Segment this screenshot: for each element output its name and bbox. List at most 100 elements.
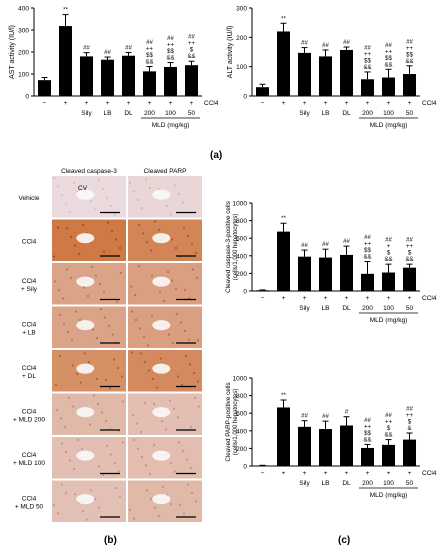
cell-nucleus bbox=[167, 333, 171, 336]
cell-nucleus bbox=[173, 470, 177, 473]
chart2-category-label: 200 bbox=[362, 305, 373, 312]
chart0-significance-label: && bbox=[187, 54, 195, 60]
cell-nucleus bbox=[104, 419, 108, 423]
cell-nucleus bbox=[178, 503, 182, 507]
cell-nucleus bbox=[149, 497, 153, 501]
central-vein bbox=[152, 450, 171, 461]
cell-nucleus bbox=[181, 449, 185, 453]
cell-nucleus bbox=[182, 226, 186, 229]
cell-nucleus bbox=[187, 338, 191, 341]
chart2-ccl4-mark: + bbox=[282, 295, 286, 302]
cell-nucleus bbox=[73, 492, 77, 496]
cell-nucleus bbox=[158, 291, 162, 294]
cell-nucleus bbox=[155, 386, 159, 389]
chart0-significance-label: $$ bbox=[146, 53, 153, 59]
chart1-group-label: MLD (mg/kg) bbox=[370, 122, 408, 129]
central-vein bbox=[152, 363, 171, 374]
cell-nucleus bbox=[196, 380, 200, 383]
cell-nucleus bbox=[67, 396, 71, 400]
chart2-ccl4-mark: + bbox=[324, 295, 328, 302]
chart1-ytick-label: 0 bbox=[243, 94, 247, 101]
cell-nucleus bbox=[164, 428, 168, 431]
chart3-significance-label: # bbox=[345, 410, 349, 416]
cell-nucleus bbox=[89, 199, 93, 203]
chart0-category-label: DL bbox=[124, 110, 133, 117]
chart2-category-label: 100 bbox=[383, 305, 394, 312]
row-label: + DL bbox=[22, 373, 36, 380]
chart0-ylabel: AST activity (IU/l) bbox=[9, 25, 16, 79]
cell-nucleus bbox=[137, 264, 141, 268]
central-vein bbox=[76, 233, 95, 244]
cell-nucleus bbox=[69, 235, 73, 239]
cell-nucleus bbox=[71, 364, 75, 367]
chart2-significance-label: ++ bbox=[406, 244, 414, 250]
cell-nucleus bbox=[195, 276, 199, 280]
cell-nucleus bbox=[129, 285, 133, 288]
cell-nucleus bbox=[93, 208, 97, 211]
cell-nucleus bbox=[130, 310, 134, 313]
cell-nucleus bbox=[175, 312, 179, 316]
chart2-significance-label: $$ bbox=[364, 248, 371, 254]
cell-nucleus bbox=[81, 223, 85, 227]
cell-nucleus bbox=[58, 313, 62, 317]
cell-nucleus bbox=[109, 204, 113, 208]
cell-nucleus bbox=[57, 288, 61, 292]
chart3-ccl4-mark: + bbox=[282, 470, 286, 477]
cell-nucleus bbox=[181, 201, 185, 204]
chart2-significance-label: + bbox=[387, 244, 391, 250]
chart0-ytick-label: 0 bbox=[25, 94, 29, 101]
micrograph-grid: Cleaved caspase-3 Cleaved PARP Vehicle CCl4… bbox=[13, 168, 202, 522]
chart2-bar bbox=[402, 267, 417, 291]
chart2-ytick-label: 600 bbox=[236, 236, 247, 243]
cell-nucleus bbox=[168, 399, 172, 402]
chart3-ccl4-label: CCl4 bbox=[422, 470, 437, 477]
cell-nucleus bbox=[128, 508, 132, 512]
row-label: CCl4 bbox=[22, 278, 37, 285]
ast-chart: 0 100 200 300 400 AST activity (IU/l) − ** + ## + S… bbox=[9, 6, 218, 130]
cell-nucleus bbox=[184, 354, 188, 358]
cell-nucleus bbox=[60, 483, 64, 486]
chart0-significance-label: ++ bbox=[188, 41, 196, 47]
cell-nucleus bbox=[56, 185, 60, 188]
cell-nucleus bbox=[177, 192, 181, 196]
chart2-category-label: 50 bbox=[406, 305, 414, 312]
cell-nucleus bbox=[53, 280, 57, 283]
cell-nucleus bbox=[145, 489, 149, 492]
cell-nucleus bbox=[103, 316, 107, 319]
chart3-ccl4-mark: + bbox=[408, 470, 412, 477]
chart2-ytick-label: 800 bbox=[236, 218, 247, 225]
central-vein bbox=[76, 494, 95, 505]
cell-nucleus bbox=[150, 315, 154, 318]
chart0-significance-label: ## bbox=[167, 36, 174, 42]
central-vein bbox=[152, 494, 171, 505]
cell-nucleus bbox=[94, 274, 98, 277]
chart2-ylabel-unit: (cells/1,000 hepatocytes) bbox=[233, 214, 239, 281]
chart3-significance-label: ** bbox=[281, 393, 286, 399]
central-vein bbox=[76, 363, 95, 374]
chart3-ylabel: Cleaved PARP-positive cells bbox=[225, 382, 232, 461]
cell-nucleus bbox=[113, 213, 117, 216]
central-vein bbox=[76, 320, 95, 331]
chart1-ccl4-mark: + bbox=[408, 100, 412, 107]
chart1-ccl4-mark: + bbox=[387, 100, 391, 107]
chart0-ccl4-mark: − bbox=[43, 100, 47, 107]
chart3-significance-label: ++ bbox=[406, 413, 414, 419]
chart2-category-label: Sily bbox=[299, 305, 310, 312]
chart0-ccl4-mark: + bbox=[190, 100, 194, 107]
chart2-ccl4-mark: + bbox=[408, 295, 412, 302]
chart0-category-label: 200 bbox=[144, 110, 155, 117]
chart1-significance-label: ## bbox=[385, 43, 392, 49]
row-label: + MLD 200 bbox=[13, 416, 45, 423]
chart1-bar bbox=[381, 77, 396, 96]
cell-nucleus bbox=[121, 400, 125, 403]
cell-nucleus bbox=[92, 394, 96, 397]
chart1-category-label: DL bbox=[342, 110, 351, 117]
cell-nucleus bbox=[148, 472, 152, 476]
cell-nucleus bbox=[174, 287, 178, 291]
cell-nucleus bbox=[131, 413, 135, 417]
cell-nucleus bbox=[56, 512, 60, 515]
chart1-category-label: 100 bbox=[383, 110, 394, 117]
chart2-ytick-label: 200 bbox=[236, 271, 247, 278]
cell-nucleus bbox=[157, 187, 161, 191]
chart0-bar bbox=[121, 55, 136, 96]
